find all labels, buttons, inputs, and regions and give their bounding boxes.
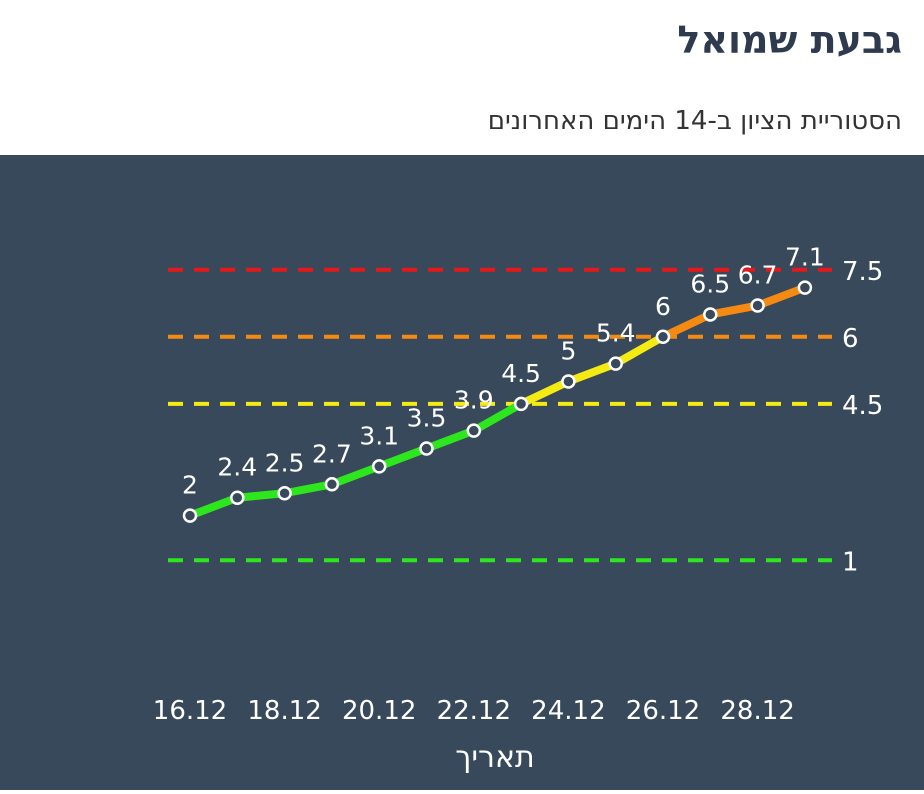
data-label: 2.7: [312, 439, 352, 468]
data-label: 6.5: [690, 269, 730, 298]
line-segment: [233, 489, 289, 502]
data-points: [182, 280, 813, 523]
data-label: 2.5: [265, 448, 305, 477]
chart-background: [0, 155, 924, 790]
data-label: 5.4: [596, 319, 636, 348]
x-tick-label: 18.12: [247, 696, 321, 726]
data-point: [703, 307, 718, 322]
data-label: 4.5: [501, 359, 541, 388]
threshold-label: 4.5: [842, 391, 883, 421]
chart-subtitle: הסטוריית הציון ב-14 הימים האחרונים: [487, 106, 902, 136]
line-segment: [327, 462, 384, 489]
threshold-label: 6: [842, 324, 859, 354]
line-segment: [517, 377, 573, 408]
data-point: [608, 356, 623, 371]
data-point: [750, 298, 765, 313]
data-point: [655, 329, 671, 345]
x-axis-title: תאריך: [455, 740, 535, 775]
data-label: 6.7: [738, 261, 778, 290]
data-label: 6: [655, 292, 671, 321]
data-point: [561, 374, 576, 389]
data-point: [797, 280, 813, 295]
line-segment: [469, 399, 526, 435]
data-point: [324, 477, 340, 492]
data-point: [277, 486, 292, 501]
data-label: 3.1: [359, 421, 399, 450]
data-label: 5: [560, 337, 576, 366]
threshold-label: 1: [842, 547, 859, 577]
x-tick-label: 28.12: [720, 696, 794, 726]
data-label: 3.9: [454, 386, 494, 415]
line-segment: [659, 310, 715, 341]
data-point: [466, 423, 482, 438]
data-point: [230, 490, 245, 505]
line-segment: [375, 444, 431, 471]
line-segment: [422, 426, 478, 453]
x-tick-label: 24.12: [531, 696, 605, 726]
threshold-label: 7.5: [842, 257, 883, 287]
data-point: [371, 459, 387, 474]
x-tick-label: 26.12: [626, 696, 700, 726]
data-labels: 2 2.4 2.5 2.73.1 3.53.94.5 5 5.4 6 6.5 6.77.1: [182, 243, 825, 500]
x-tick-label: 16.12: [153, 696, 227, 726]
page-title: גבעת שמואל: [677, 18, 902, 62]
line-segment: [186, 493, 242, 520]
data-label: 3.5: [407, 404, 447, 433]
data-point: [419, 441, 434, 456]
x-tick-label: 22.12: [437, 696, 511, 726]
x-tick-label: 20.12: [342, 696, 416, 726]
line-segment: [564, 359, 620, 386]
data-point: [182, 508, 198, 523]
line-segment: [753, 283, 809, 310]
line-segment: [706, 301, 762, 319]
threshold-lines: 1 4.5 6 7.5: [168, 257, 883, 577]
score-history-chart: 14.567.5 22.4 2.5 2.73.13.53.94.555.466.5 6…: [0, 155, 924, 790]
x-axis-ticks: 16.12 18.12 20.12 22.12 24.12 26.12 28.12: [153, 696, 795, 726]
line-segment: [280, 480, 336, 498]
data-point: [513, 396, 529, 412]
data-label: 7.1: [785, 243, 825, 272]
data-label: 2: [182, 471, 198, 500]
data-label: 2.4: [217, 453, 257, 482]
chart-panel: 1 4.5 6 7.5 2 2.4 2.5 2.7 3.1 3.5 3.9 4.5 5 5.4 6 6.5 6…: [0, 155, 924, 790]
score-line: [186, 283, 809, 520]
line-segment: [611, 332, 667, 368]
